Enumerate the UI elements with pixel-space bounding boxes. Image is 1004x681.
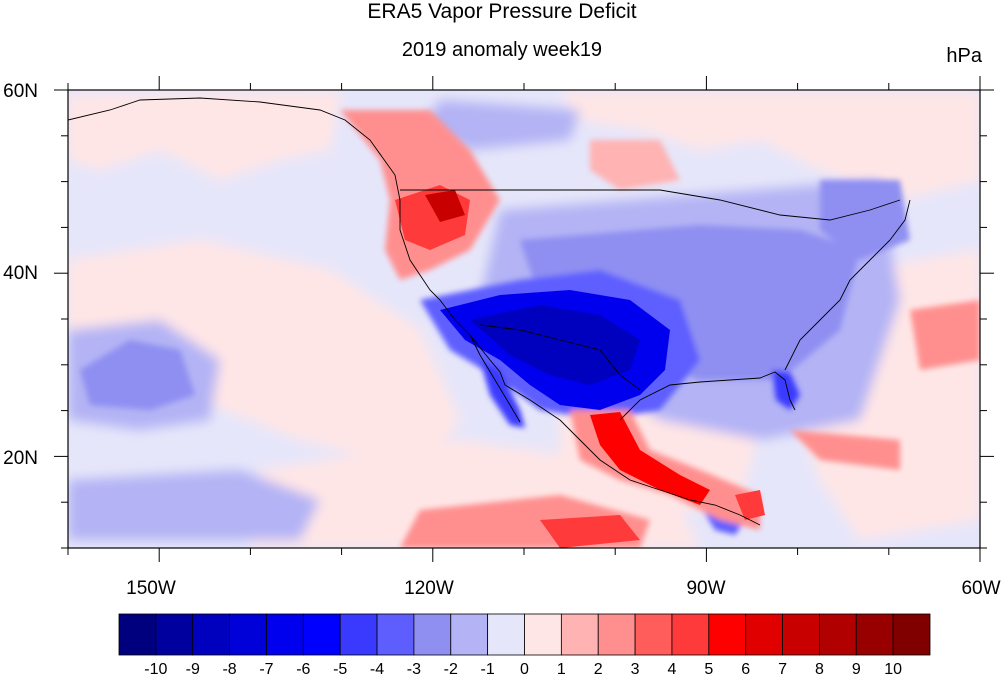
colorbar-tick-label: -2 <box>444 661 458 678</box>
lat-tick-label: 40N <box>3 263 38 284</box>
colorbar-tick-label: -7 <box>259 661 273 678</box>
coastlines <box>68 97 911 526</box>
colorbar-swatch <box>671 613 710 656</box>
map-subtitle: 2019 anomaly week19 <box>401 39 603 61</box>
colorbar-tick-label: 5 <box>704 661 713 678</box>
anomaly-field <box>68 90 980 548</box>
red-region-canada <box>590 140 680 190</box>
colorbar-tick-label: -9 <box>186 661 200 678</box>
colorbar-tick-label: 2 <box>594 661 603 678</box>
colorbar-swatch <box>745 613 783 656</box>
colorbar-swatch <box>229 613 267 656</box>
colorbar-tick-label: 1 <box>557 661 566 678</box>
colorbar-swatch <box>855 613 894 656</box>
colorbar-tick-label: 0 <box>520 661 529 678</box>
colorbar-swatch <box>450 613 489 656</box>
colorbar-tick-label: -3 <box>407 661 421 678</box>
colorbar-swatch <box>597 613 636 656</box>
pink-region-east-pacific <box>68 240 460 470</box>
colorbar-swatch <box>339 613 378 656</box>
colorbar-swatch <box>155 613 194 656</box>
coastline-baja <box>469 334 521 423</box>
coastline-gulf <box>619 371 796 421</box>
pink-region-northwest <box>68 92 340 180</box>
red-core-central-america <box>735 490 765 520</box>
border-us-canada <box>400 189 901 221</box>
coastline-mexico <box>504 384 761 526</box>
colorbar-tick-label: -1 <box>481 661 495 678</box>
colorbar-swatch <box>302 613 341 656</box>
colorbar-swatch <box>892 613 931 656</box>
units-label: hPa <box>946 45 982 67</box>
red-region-caribbean <box>790 430 900 470</box>
colorbar-tick-label: 7 <box>778 661 787 678</box>
colorbar-swatch <box>782 613 820 656</box>
colorbar-tick-label: -10 <box>144 661 167 678</box>
lon-tick-label: 90W <box>686 578 725 599</box>
colorbar-tick-label: 10 <box>884 661 902 678</box>
red-core-south-pacific <box>540 515 640 548</box>
blue-region-florida <box>772 370 800 410</box>
colorbar-tick-label: 8 <box>815 661 824 678</box>
lon-tick-label: 120W <box>404 578 454 599</box>
colorbar-swatch <box>266 613 304 656</box>
colorbar-swatch <box>413 613 452 656</box>
blue-region-pacific <box>80 340 195 410</box>
colorbar-swatch <box>524 613 562 656</box>
colorbar-swatch <box>192 613 230 656</box>
lightblue-region-pacific-south <box>68 470 320 540</box>
border-us-mexico <box>479 324 641 391</box>
lat-tick-label: 60N <box>3 81 38 102</box>
strong-cores <box>395 185 765 548</box>
colorbar-labels: -10 -9 -8 -7 -6 -5 -4 -3 -2 -1 0 1 2 3 4 5 6 7 8 9 10 <box>144 661 902 678</box>
pink-region-north-canada <box>560 92 980 200</box>
colorbar-swatch <box>819 613 857 656</box>
darkred-core-idaho <box>425 190 465 222</box>
colorbar <box>118 613 931 656</box>
blue-region-central-us <box>520 225 860 380</box>
colorbar-tick-label: 9 <box>852 661 861 678</box>
colorbar-swatch <box>634 613 673 656</box>
colorbar-tick-label: -8 <box>222 661 236 678</box>
darkest-blue-core <box>470 305 640 385</box>
colorbar-swatch <box>487 613 525 656</box>
lon-tick-label: 60W <box>961 578 1000 599</box>
colorbar-tick-label: 4 <box>668 661 677 678</box>
map-title: ERA5 Vapor Pressure Deficit <box>367 0 637 23</box>
colorbar-swatch <box>708 613 747 656</box>
red-core-mexico <box>590 412 710 505</box>
blue-region-great-lakes <box>820 180 910 260</box>
lon-tick-label: 150W <box>126 578 176 599</box>
colorbar-tick-label: -6 <box>296 661 310 678</box>
red-region-atlantic <box>910 300 980 370</box>
colorbar-tick-label: 3 <box>631 661 640 678</box>
coastline-east <box>784 199 911 371</box>
colorbar-swatch <box>376 613 415 656</box>
colorbar-tick-label: -4 <box>370 661 384 678</box>
colorbar-tick-label: 6 <box>741 661 750 678</box>
colorbar-swatch <box>560 613 599 656</box>
axis-ticks <box>54 76 994 562</box>
colorbar-tick-label: -5 <box>333 661 347 678</box>
colorbar-swatch <box>118 613 157 656</box>
lightblue-region-canada <box>420 100 580 150</box>
lat-tick-label: 20N <box>3 448 38 469</box>
